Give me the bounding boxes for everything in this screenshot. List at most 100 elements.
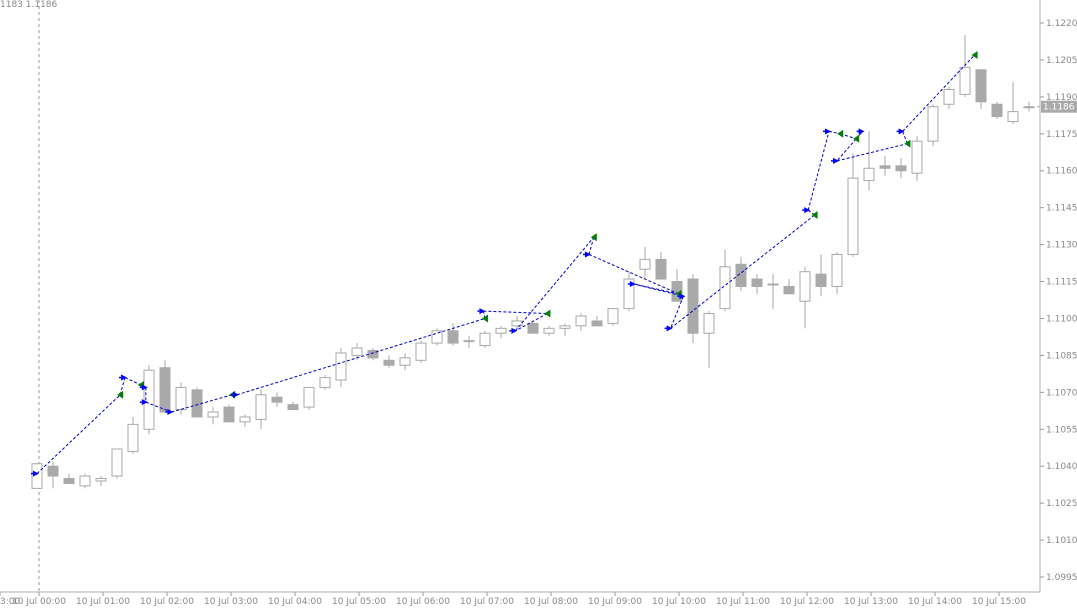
bull-candle-body <box>31 463 43 489</box>
time-tick-label: 10 Jul 14:00 <box>908 597 962 607</box>
entry-arrow-icon[interactable] <box>898 128 905 135</box>
entry-arrow-icon[interactable] <box>804 207 811 214</box>
entry-arrow-icon[interactable] <box>479 308 486 315</box>
bull-candle-body <box>175 386 187 411</box>
time-tick-label: 10 Jul 11:00 <box>716 597 770 607</box>
bull-candle-body <box>207 411 219 418</box>
bear-candle-body <box>591 320 603 327</box>
bear-candle-body <box>63 478 75 484</box>
trade-connector-line <box>119 377 126 395</box>
entry-arrow-icon[interactable] <box>666 325 673 332</box>
trade-connector-line <box>36 394 121 474</box>
exit-arrow-icon[interactable] <box>811 211 818 220</box>
bull-candle-body <box>927 106 939 142</box>
price-tick-label: 1.1205 <box>1046 56 1077 66</box>
trade-connector-line <box>902 131 908 144</box>
entry-arrow-icon[interactable] <box>141 399 148 406</box>
trade-connector-line <box>807 131 830 211</box>
bear-candle-body <box>975 69 987 103</box>
bull-candle-body <box>127 423 139 452</box>
trade-connector-line <box>483 310 548 315</box>
entry-arrow-icon[interactable] <box>858 128 865 135</box>
trade-connector-line <box>515 236 595 332</box>
entry-arrow-icon[interactable] <box>121 374 127 381</box>
trade-connector-line <box>670 296 684 329</box>
exit-arrow-icon[interactable] <box>971 51 978 60</box>
exit-arrow-icon[interactable] <box>117 390 124 399</box>
price-tick-label: 1.1055 <box>1046 425 1077 435</box>
price-tick-label: 1.1025 <box>1046 499 1077 509</box>
price-tick-label: 1.1115 <box>1046 278 1077 288</box>
bull-candle-body <box>607 308 619 324</box>
bull-candle-body <box>79 475 91 487</box>
price-tick-label: 1.1160 <box>1046 167 1077 177</box>
bull-candle-body <box>495 327 507 334</box>
time-tick-label: 3:00 <box>0 597 20 607</box>
entry-arrow-icon[interactable] <box>511 327 518 334</box>
entry-arrow-icon[interactable] <box>585 251 591 258</box>
current-price-badge <box>1041 100 1077 113</box>
bear-candle-body <box>527 322 539 334</box>
price-tick-label: 1.1145 <box>1046 204 1077 214</box>
bear-candle-body <box>991 103 1003 118</box>
bear-candle-body <box>751 278 763 287</box>
bull-candle-body <box>847 177 859 255</box>
exit-arrow-icon[interactable] <box>837 129 844 138</box>
trade-connector-line <box>828 130 841 135</box>
time-tick-label: 10 Jul 05:00 <box>332 597 386 607</box>
trade-connector-line <box>670 214 815 329</box>
time-tick-label: 10 Jul 07:00 <box>460 597 514 607</box>
bull-candle-body <box>703 313 715 334</box>
time-tick-label: 10 Jul 08:00 <box>524 597 578 607</box>
bull-candle-body <box>511 320 523 327</box>
trade-connector-line <box>236 317 486 396</box>
price-tick-label: 1.1220 <box>1046 19 1077 29</box>
trade-connector-line <box>171 394 233 413</box>
chart-axes <box>0 0 1041 593</box>
exit-arrow-icon[interactable] <box>590 233 597 242</box>
bear-candle-body <box>159 367 171 413</box>
bull-candle-body <box>959 66 971 95</box>
price-tick-label: 1.1190 <box>1046 93 1077 103</box>
exit-arrow-icon[interactable] <box>853 134 860 143</box>
bear-candle-body <box>783 285 795 295</box>
entry-arrow-icon[interactable] <box>33 470 39 477</box>
trade-connector-line <box>836 143 908 162</box>
bull-candle-body <box>111 448 123 477</box>
time-tick-label: 10 Jul 09:00 <box>588 597 642 607</box>
bull-candle-body <box>319 377 331 388</box>
exit-arrow-icon[interactable] <box>482 314 488 323</box>
bear-candle-body <box>271 396 283 403</box>
bear-candle-body <box>287 404 299 411</box>
trade-connector-line <box>633 283 684 297</box>
price-tick-label: 1.1040 <box>1046 462 1077 472</box>
bear-candle-body <box>895 165 907 172</box>
bull-candle-body <box>943 88 955 105</box>
entry-arrow-icon[interactable] <box>167 409 174 416</box>
price-tick-label: 1.1175 <box>1046 130 1077 140</box>
exit-arrow-icon[interactable] <box>544 309 551 318</box>
bull-candle-body <box>543 327 555 334</box>
trade-connector-line <box>588 253 679 295</box>
bear-candle-body <box>47 465 59 477</box>
bear-candle-body <box>815 273 827 287</box>
bull-candle-body <box>767 283 779 286</box>
entry-arrow-icon[interactable] <box>141 384 148 391</box>
bull-candle-body <box>351 347 363 356</box>
bear-candle-body <box>687 278 699 334</box>
bull-candle-body <box>831 253 843 287</box>
entry-arrow-icon[interactable] <box>233 391 239 398</box>
bull-candle-body <box>255 394 267 420</box>
entry-arrow-icon[interactable] <box>629 280 636 287</box>
bull-candle-body <box>719 266 731 310</box>
bear-candle-body <box>447 330 459 344</box>
time-tick-label: 10 Jul 01:00 <box>76 597 130 607</box>
entry-arrow-icon[interactable] <box>679 293 686 300</box>
exit-arrow-icon[interactable] <box>904 139 911 148</box>
entry-arrow-icon[interactable] <box>825 128 831 135</box>
entry-arrow-icon[interactable] <box>833 157 839 164</box>
current-price-label: 1.1186 <box>1043 103 1075 113</box>
time-tick-label: 10 Jul 02:00 <box>140 597 194 607</box>
